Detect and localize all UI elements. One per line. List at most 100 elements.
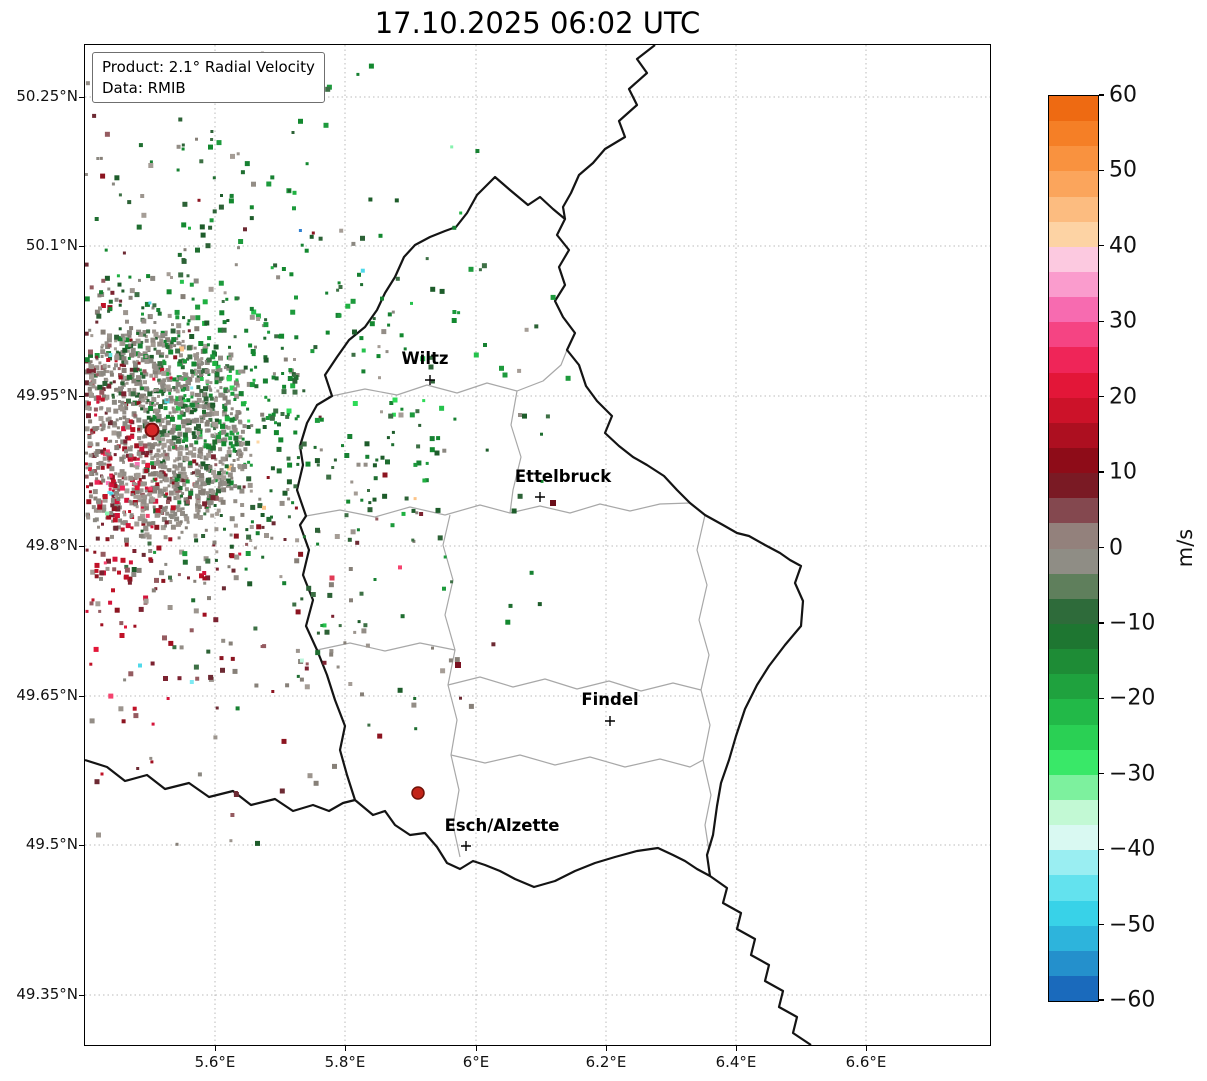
- lat-tick-mark: [79, 995, 84, 997]
- colorbar-tick-mark: [1099, 773, 1104, 775]
- colorbar-tick-label: 0: [1109, 535, 1123, 560]
- lon-tick-mark: [476, 1046, 478, 1051]
- colorbar-tick-label: 50: [1109, 157, 1137, 183]
- colorbar-segment: [1049, 699, 1098, 725]
- lon-tick-label: 5.8°E: [324, 1053, 366, 1071]
- colorbar-segment: [1049, 950, 1098, 976]
- colorbar-segment: [1049, 774, 1098, 800]
- lon-tick-mark: [736, 1046, 738, 1051]
- colorbar-tick-mark: [1099, 169, 1104, 171]
- colorbar-segment: [1049, 96, 1098, 122]
- map-plot: Wiltz Ettelbruck Findel Esch/Alzette Produc…: [84, 44, 991, 1046]
- product-info-box: Product: 2.1° Radial Velocity Data: RMIB: [92, 52, 325, 104]
- colorbar-tick-mark: [1099, 94, 1104, 96]
- colorbar-tick-mark: [1099, 622, 1104, 624]
- city-cross-marker: [425, 375, 435, 385]
- colorbar-segment: [1049, 548, 1098, 574]
- colorbar-tick-mark: [1099, 697, 1104, 699]
- lat-tick-label: 50.1°N: [25, 236, 78, 254]
- lon-tick-label: 6.6°E: [845, 1053, 887, 1071]
- colorbar-segment: [1049, 573, 1098, 599]
- lat-tick-mark: [79, 546, 84, 548]
- colorbar-segment: [1049, 598, 1098, 624]
- country-borders: [85, 45, 812, 1045]
- colorbar-tick-label: −40: [1109, 836, 1156, 862]
- lon-tick-mark: [866, 1046, 868, 1051]
- colorbar-tick-label: 40: [1109, 233, 1137, 259]
- colorbar-segment: [1049, 121, 1098, 147]
- colorbar-tick-label: −50: [1109, 912, 1156, 938]
- colorbar-segment: [1049, 397, 1098, 423]
- colorbar-segment: [1049, 623, 1098, 650]
- colorbar-tick-label: −60: [1109, 987, 1156, 1013]
- colorbar-segment: [1049, 196, 1098, 222]
- colorbar-tick-label: 10: [1109, 459, 1137, 485]
- velocity-colorbar: [1048, 95, 1099, 1002]
- colorbar-tick-mark: [1099, 396, 1104, 398]
- district-borders: [305, 349, 712, 858]
- colorbar-segment: [1049, 473, 1098, 499]
- radar-site-marker: [144, 422, 160, 438]
- colorbar-tick-mark: [1099, 320, 1104, 322]
- lat-tick-label: 50.25°N: [16, 87, 78, 105]
- lat-tick-mark: [79, 97, 84, 99]
- colorbar-segment: [1049, 674, 1098, 700]
- colorbar-tick-label: −20: [1109, 685, 1156, 711]
- colorbar-segment: [1049, 498, 1098, 524]
- colorbar-tick-label: 30: [1109, 308, 1137, 334]
- colorbar-segment: [1049, 925, 1098, 951]
- colorbar-segment: [1049, 246, 1098, 272]
- city-label: Esch/Alzette: [445, 816, 560, 835]
- colorbar-segment: [1049, 749, 1098, 775]
- city-cross-marker: [605, 716, 615, 726]
- colorbar-segment: [1049, 422, 1098, 448]
- colorbar-tick-mark: [1099, 848, 1104, 850]
- city-cross-marker: [461, 841, 471, 851]
- colorbar-segment: [1049, 347, 1098, 373]
- lon-tick-mark: [345, 1046, 347, 1051]
- city-label: Findel: [581, 690, 638, 709]
- city-markers: Wiltz Ettelbruck Findel Esch/Alzette: [401, 349, 639, 851]
- lat-tick-mark: [79, 696, 84, 698]
- lat-tick-label: 49.8°N: [25, 536, 78, 554]
- city-cross-marker: [535, 492, 545, 502]
- colorbar-segment: [1049, 271, 1098, 298]
- colorbar-segment: [1049, 724, 1098, 750]
- lat-tick-mark: [79, 396, 84, 398]
- colorbar-segment: [1049, 875, 1098, 901]
- colorbar-tick-label: −30: [1109, 761, 1156, 787]
- colorbar-tick-label: 60: [1109, 82, 1137, 108]
- city-label: Wiltz: [401, 349, 448, 368]
- colorbar-segment: [1049, 825, 1098, 851]
- colorbar-segment: [1049, 975, 1098, 1002]
- colorbar-tick-mark: [1099, 471, 1104, 473]
- colorbar-segment: [1049, 523, 1098, 549]
- colorbar-segment: [1049, 171, 1098, 197]
- colorbar-tick-mark: [1099, 999, 1104, 1001]
- product-label: Product: 2.1° Radial Velocity: [102, 58, 315, 76]
- lon-tick-mark: [215, 1046, 217, 1051]
- isolated-echoes: [329, 343, 556, 800]
- colorbar-segment: [1049, 146, 1098, 172]
- gridlines: [85, 45, 990, 1045]
- lon-tick-label: 6.4°E: [715, 1053, 757, 1071]
- lat-tick-label: 49.5°N: [25, 835, 78, 853]
- colorbar-tick-mark: [1099, 245, 1104, 247]
- figure-title: 17.10.2025 06:02 UTC: [374, 6, 701, 40]
- colorbar-unit-label: m/s: [1173, 528, 1197, 567]
- colorbar-segment: [1049, 221, 1098, 247]
- lat-tick-mark: [79, 246, 84, 248]
- lon-tick-label: 6.2°E: [585, 1053, 627, 1071]
- colorbar-segment: [1049, 900, 1098, 926]
- colorbar-tick-mark: [1099, 546, 1104, 549]
- colorbar-segment: [1049, 297, 1098, 323]
- city-label: Ettelbruck: [515, 467, 612, 486]
- lat-tick-label: 49.35°N: [16, 985, 78, 1003]
- colorbar-segment: [1049, 649, 1098, 675]
- colorbar-segment: [1049, 322, 1098, 348]
- lon-tick-label: 6°E: [462, 1053, 490, 1071]
- colorbar-tick-label: −10: [1109, 610, 1156, 636]
- colorbar-tick-mark: [1099, 923, 1104, 926]
- lon-tick-label: 5.6°E: [194, 1053, 236, 1071]
